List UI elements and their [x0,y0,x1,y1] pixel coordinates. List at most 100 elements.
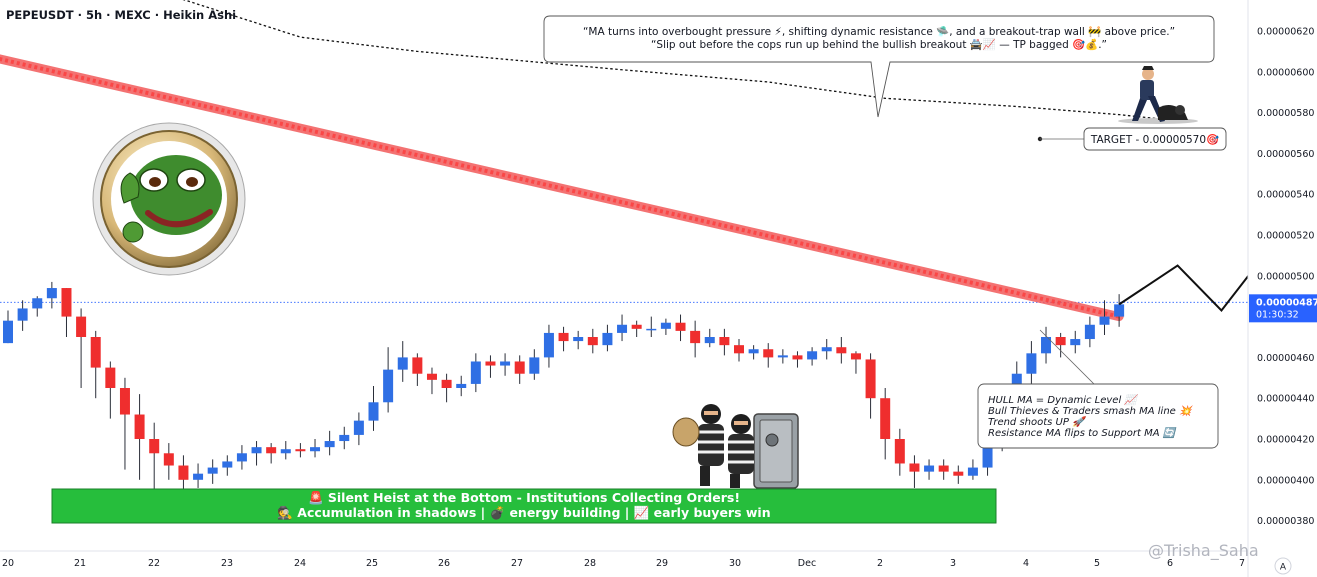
candle-body [397,357,408,370]
candle-body [763,349,774,358]
candle [470,353,481,393]
price-tick-label: 0.00000580 [1257,108,1314,119]
time-axis[interactable]: 20 21 22 23 24 25 26 27 28 29 30 Dec 2 3 4 5 6 7 [2,558,1245,569]
price-tick-label: 0.00000440 [1257,394,1314,405]
candle [821,339,832,360]
candle [193,463,204,488]
candle [1084,316,1095,348]
candle [310,439,321,458]
author-watermark: @Trisha_Saha [1148,541,1259,561]
candle [894,428,905,476]
accumulation-banner: 🚨 Silent Heist at the Bottom - Instituti… [51,488,997,524]
candle [514,355,525,384]
candle [704,328,715,348]
candle [719,328,730,356]
candle-body [251,447,262,454]
candle [339,426,350,450]
candle [763,343,774,368]
price-tick-label: 0.00000380 [1257,516,1314,527]
auto-scale-button[interactable] [1274,557,1292,575]
candle-body [909,463,920,472]
candle [777,349,788,364]
candle-body [383,369,394,403]
candle [792,351,803,368]
candle-body [163,453,174,466]
candle [850,351,861,374]
candle-body [748,349,759,354]
candle-body [967,467,978,476]
candle [587,328,598,354]
candle [251,441,262,466]
candle [1026,341,1037,384]
candle-body [1055,337,1066,346]
candle [105,361,116,419]
candles [3,281,1125,490]
candle-body [32,298,43,309]
candle [17,300,28,331]
candle-body [324,441,335,448]
candle [397,341,408,382]
candle [880,388,891,460]
candle [1055,332,1066,358]
candle-body [134,414,145,439]
candle-body [543,332,554,358]
price-tick-label: 0.00000400 [1257,475,1314,486]
candle-body [500,361,511,366]
time-tick-label: 2 [877,558,883,569]
candle [353,412,364,446]
current-price-value: 0.00000487 [1256,297,1317,308]
candle-body [1026,353,1037,374]
candle [32,296,43,317]
price-axis[interactable]: 0.00000620 0.00000600 0.00000580 0.00000560… [1257,27,1314,528]
candle-body [777,355,788,358]
candle-body [587,337,598,346]
candle-body [719,337,730,346]
candle-body [807,351,818,360]
candle [660,318,671,335]
candle [412,353,423,386]
time-tick-label: 29 [656,558,668,569]
candle-body [456,383,467,388]
candle [295,443,306,458]
candle-body [61,288,72,317]
time-tick-label: 21 [74,558,86,569]
candle [865,353,876,419]
candle-body [529,357,540,374]
time-tick-label: 5 [1094,558,1100,569]
candle-body [280,449,291,454]
time-tick-label: 20 [2,558,14,569]
candle [134,394,145,480]
candle-body [178,465,189,480]
plot-area [0,0,1248,490]
candle [734,339,744,362]
thieves-safe-icon [672,404,799,489]
candle [368,385,379,431]
candle-body [222,461,233,468]
candle-body [573,337,584,342]
note-line-1: HULL MA = Dynamic Level 📈 [988,393,1139,406]
candle-body [602,332,613,346]
candle [1070,330,1081,354]
candle-countdown: 01:30:32 [1256,309,1299,320]
price-tick-label: 0.00000560 [1257,149,1314,160]
candle [236,445,247,470]
candle-body [631,324,642,329]
candle [602,324,613,352]
candle [529,349,540,380]
candle-body [734,345,744,354]
time-tick-label: 30 [729,558,741,569]
candle-body [690,330,701,344]
candle-body [836,347,847,354]
candle-body [1084,324,1095,340]
quote-line-1: “MA turns into overbought pressure ⚡, sh… [583,25,1175,38]
candle [426,367,437,395]
candle [573,330,584,350]
time-tick-label: 22 [148,558,160,569]
candle [938,459,949,480]
candle [558,326,569,352]
candle-body [236,453,247,462]
candle [46,281,57,309]
candle [617,314,628,342]
candle-body [982,443,993,468]
